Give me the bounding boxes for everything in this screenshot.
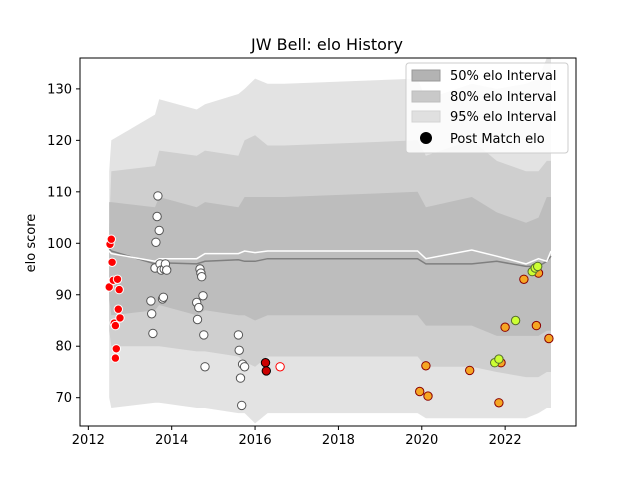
data-point-orange	[500, 322, 510, 332]
data-point-white-fill-grey-edge	[158, 292, 169, 302]
data-point-red-edge-red-fill	[106, 234, 117, 244]
legend-label-80: 80% elo Interval	[450, 90, 557, 105]
data-point-white-fill-grey-edge	[235, 373, 246, 383]
data-point-white-fill-grey-edge	[233, 330, 244, 340]
y-tick-label: 120	[47, 134, 72, 149]
x-tick-label: 2020	[405, 433, 438, 448]
median-line	[108, 249, 552, 265]
legend-swatch-80	[411, 90, 441, 103]
chart-title: JW Bell: elo History	[250, 35, 403, 54]
data-point-red-edge-red-fill	[112, 274, 123, 284]
legend-label-post-match: Post Match elo	[450, 132, 545, 147]
data-point-dark-red	[261, 366, 271, 376]
data-point-white-fill-grey-edge	[239, 362, 250, 372]
plot-frame	[79, 57, 577, 427]
data-point-white-fill-grey-edge	[152, 211, 162, 222]
data-point-white-fill-grey-edge	[194, 302, 204, 313]
y-tick-label: 110	[47, 185, 72, 200]
data-point-red-edge-red-fill	[115, 313, 125, 323]
data-point-red-edge-red-fill	[104, 282, 114, 292]
data-point-white-fill-grey-edge	[154, 225, 164, 236]
x-axis: 2012 2014 2016 2018 2020 2022	[72, 426, 522, 448]
data-point-white-fill-grey-edge	[147, 309, 157, 319]
legend-swatch-50	[411, 69, 441, 82]
legend-label-50: 50% elo Interval	[450, 69, 557, 84]
data-points	[104, 191, 554, 411]
legend-label-95: 95% elo Interval	[450, 110, 557, 125]
legend: 50% elo Interval 80% elo Interval 95% el…	[405, 62, 569, 154]
data-point-red-edge-red-fill	[110, 353, 121, 363]
y-axis-label: elo score	[24, 214, 39, 273]
data-point-white-fill-grey-edge	[197, 272, 207, 282]
data-point-white-fill-grey-edge	[199, 330, 209, 340]
data-point-yellow-green	[533, 261, 543, 272]
x-tick-label: 2016	[239, 433, 272, 448]
data-point-red-edge-red-fill	[114, 284, 124, 295]
data-point-yellow-green	[510, 315, 521, 326]
y-tick-label: 100	[47, 237, 72, 252]
data-point-white-fill-grey-edge	[148, 328, 158, 339]
band-50	[109, 191, 551, 336]
data-point-red-edge-red-fill	[107, 257, 117, 267]
x-tick-label: 2018	[322, 433, 355, 448]
data-point-orange	[423, 391, 433, 401]
data-point-white-fill-grey-edge	[198, 291, 208, 301]
data-point-white-fill-red-edge	[275, 362, 285, 372]
data-point-dark-red	[260, 358, 271, 368]
data-point-white-fill-grey-edge	[200, 362, 210, 372]
y-axis: 70 80 90 100 110 120 130	[47, 82, 80, 406]
legend-box	[405, 62, 569, 154]
data-point-orange	[415, 386, 425, 397]
legend-swatch-95	[411, 110, 441, 123]
data-point-orange	[519, 274, 529, 284]
data-point-orange	[421, 361, 431, 371]
data-point-white-fill-grey-edge	[234, 345, 244, 355]
data-point-red-edge-red-fill	[110, 320, 121, 331]
x-tick-label: 2014	[155, 433, 188, 448]
y-tick-label: 130	[47, 82, 72, 97]
y-tick-label: 90	[55, 288, 72, 303]
legend-marker-post-match	[420, 132, 432, 144]
x-tick-label: 2022	[489, 433, 522, 448]
data-point-white-fill-grey-edge	[146, 296, 156, 306]
data-point-white-fill-grey-edge	[153, 191, 163, 201]
data-point-orange	[544, 333, 554, 344]
data-point-orange	[531, 320, 542, 331]
data-point-red-edge-red-fill	[113, 304, 124, 314]
data-point-white-fill-grey-edge	[237, 400, 247, 411]
y-tick-label: 80	[55, 340, 72, 355]
y-tick-label: 70	[55, 391, 72, 406]
data-point-white-fill-grey-edge	[192, 314, 203, 325]
data-point-orange	[465, 365, 475, 376]
x-tick-label: 2012	[72, 433, 105, 448]
data-point-red-edge-red-fill	[111, 344, 122, 354]
data-point-white-fill-grey-edge	[162, 265, 172, 275]
data-point-orange	[494, 398, 504, 408]
data-point-yellow-green	[494, 354, 504, 364]
data-point-white-fill-grey-edge	[151, 237, 161, 248]
